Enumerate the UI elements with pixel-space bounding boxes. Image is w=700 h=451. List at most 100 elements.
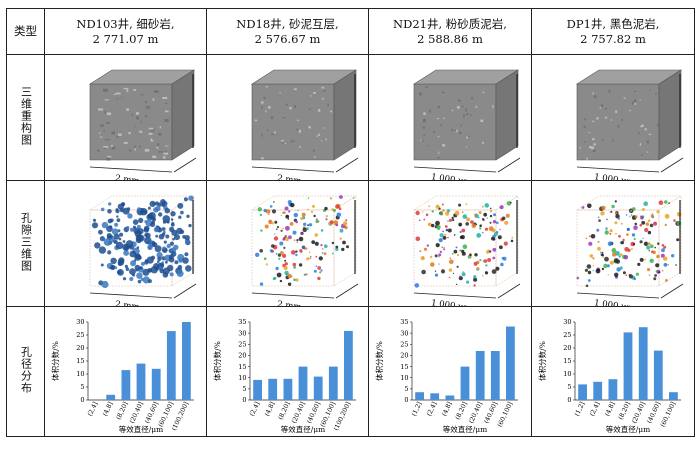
scale-bar [251,166,334,172]
scale-bar [413,166,497,172]
scale-label: 1 000 μm [593,298,635,306]
x-tick-label: (8,20] [115,400,129,420]
y-tick-label: 0 [567,396,571,404]
recon-cell-1: 2 mm [44,54,207,181]
cube-side-face [333,68,356,161]
x-tick-label: (40,60] [143,400,159,424]
bar [608,378,618,400]
x-tick-label: (20,40] [128,400,144,424]
pore-cube-3: 1 000 μm [413,195,521,306]
y-tick-label: 25 [76,331,84,339]
cube-front-face [413,83,497,160]
y-tick-label: 10 [563,370,571,378]
x-tick-label: (2,4] [86,400,99,416]
scale-label: 2 mm [114,173,139,180]
sample-header-4: DP1井, 黑色泥岩, 2 757.82 m [531,8,695,55]
pore-box-top [250,195,357,210]
y-axis-label: 体积分数/% [212,341,222,381]
pore-box-top [576,195,682,210]
pore-box-front [413,209,497,286]
scale-bar [576,292,660,298]
x-axis-label: 等效直径/μm [606,424,651,434]
grain-speckles [254,85,332,159]
x-tick-label: (40,60] [305,400,321,424]
recon-cube-3: 1 000 μm [412,68,521,180]
scale-bar-side [660,283,684,298]
row-label-distribution: 孔径分布 [6,306,45,437]
bar [105,394,115,400]
scale-bar [251,292,334,298]
scale-label: 1 000 μm [430,298,472,306]
y-tick-label: 30 [76,318,84,326]
y-tick-label: 5 [80,383,84,391]
x-tick-label: (40,60] [646,400,662,424]
row-label-reconstruction: 三维重构图 [6,54,45,181]
y-tick-label: 0 [80,396,84,404]
scale-label: 1 000 μm [430,172,472,180]
scale-bar-side [497,283,521,298]
pore-box-side [658,195,682,286]
bar [151,368,161,400]
grain-speckles [96,87,169,161]
y-tick-label: 25 [400,340,408,348]
y-tick-label: 15 [238,362,246,370]
y-tick-label: 30 [400,329,408,337]
pore-cube-1: 2 mm [88,195,196,306]
x-tick-label: (20,40] [631,400,647,424]
x-tick-label: (60,100] [497,400,515,427]
recon-cube-1: 2 mm [88,68,196,180]
y-tick-label: 10 [76,370,84,378]
pore-cell-2: 2 mm [206,180,369,307]
bar [653,350,663,400]
pore-network [414,200,514,288]
header-row: 类型 ND103井, 细砂岩, 2 771.07 m ND18井, 砂泥互层, 2 … [6,8,695,55]
x-tick-label: (4,8] [101,400,114,416]
pore-box-front [251,209,334,286]
x-tick-label: (2,4] [589,400,602,416]
y-tick-label: 25 [563,331,571,339]
recon-cube-4: 1 000 μm [575,68,684,180]
scale-bar [89,292,172,298]
y-tick-label: 35 [400,318,408,326]
sample-table: 类型 ND103井, 细砂岩, 2 771.07 m ND18井, 砂泥互层, 2 … [6,8,695,437]
bar [460,366,470,400]
scale-bar-side [173,157,196,172]
y-tick-label: 35 [238,318,246,326]
grain-speckles [419,85,494,158]
scale-label: 2 mm [276,299,301,306]
pore-network [91,195,194,288]
recon-cell-2: 2 mm [206,54,369,181]
y-axis-label: 体积分数/% [374,341,384,381]
bar-chart-2: 0 5 10 15 20 25 30 35 (2,4] (4,8] (8,20] (20,40] (40… [212,318,356,434]
sample-header-1: ND103井, 细砂岩, 2 771.07 m [44,8,207,55]
y-tick-label: 5 [567,383,571,391]
bar [298,366,307,400]
chart-cell-1: 0 5 10 15 20 25 30 (2,4] (4,8] (8,20] (20,40] (40,6… [44,306,207,437]
y-tick-label: 15 [563,357,571,365]
bar [166,330,176,400]
bar [623,331,633,400]
recon-cube-2: 2 mm [250,68,358,180]
bar [430,392,440,400]
x-tick-label: (8,20] [617,400,631,420]
bar [343,330,353,400]
bar [593,381,603,400]
pore-network [576,199,682,287]
bar [121,369,130,400]
x-tick-label: (4,8] [604,400,617,416]
bar-chart-4: 0 5 10 15 20 25 30 (1,2] (2,4] (4,8] (8,20] (20,40]… [537,318,681,434]
bar [283,378,292,400]
pore-cell-4: 1 000 μm [531,180,695,307]
scale-bar [89,166,172,172]
x-axis-label: 等效直径/μm [118,424,163,434]
bar [506,326,515,400]
cube-front-face [89,83,172,160]
pore-cube-4: 1 000 μm [576,195,684,306]
cube-side-face [495,68,519,161]
y-tick-label: 20 [76,344,84,352]
y-tick-label: 0 [404,396,408,404]
bar-chart-3: 0 5 10 15 20 25 30 35 (1,2] (2,4] (4,8] (8,20] (20,4… [374,318,518,434]
scale-bar [576,166,660,172]
y-tick-label: 20 [238,351,246,359]
